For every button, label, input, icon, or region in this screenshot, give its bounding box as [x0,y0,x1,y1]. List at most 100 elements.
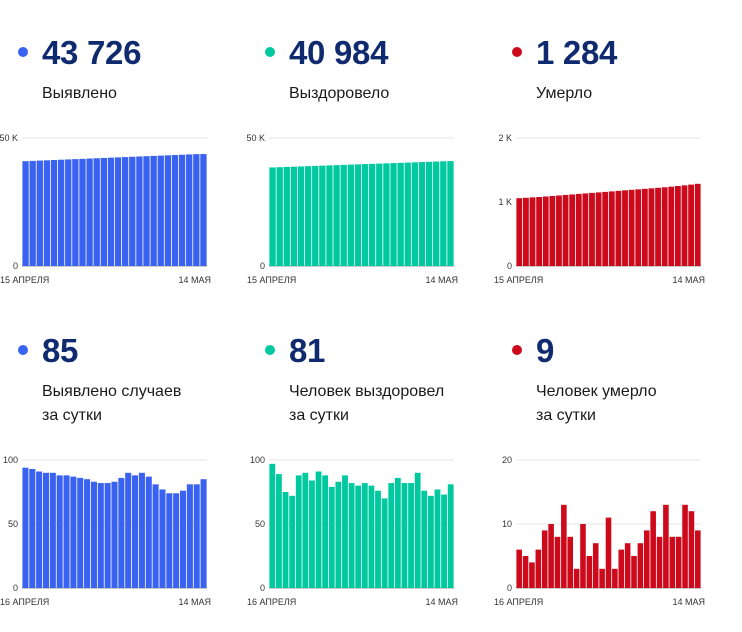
bar [290,166,298,266]
bar [376,163,383,266]
bar [173,493,180,588]
bar [122,157,129,266]
bar [107,157,115,266]
bar [529,197,536,266]
y-tick-label: 100 [250,455,265,465]
y-tick-label: 0 [260,261,265,271]
bar [441,494,447,588]
bar [516,549,522,588]
bar [381,498,388,588]
bar [542,196,549,266]
daily-value: 81 [289,332,326,369]
bar [433,161,440,266]
bar-chart: 0 50 K 15 АПРЕЛЯ 14 МАЯ [247,133,458,285]
bar [340,164,347,266]
bar [394,477,401,588]
bar [397,162,404,266]
bar [688,184,694,266]
bar [333,165,340,266]
bar [302,472,309,588]
bar [43,160,51,266]
caption: Умерло [536,82,592,106]
bar [595,192,602,266]
bar [628,189,635,266]
y-tick-label: 0 [507,583,512,593]
bar [312,165,319,266]
bar [586,556,593,588]
x-start-label: 15 АПРЕЛЯ [494,275,543,285]
bar [72,159,79,266]
caption-line: за сутки [536,407,596,424]
bar [529,562,535,588]
bar [157,155,164,266]
caption-line: Выявлено [42,85,117,102]
daily-value: 85 [42,332,79,369]
bar [390,163,397,266]
legend-dot [512,345,522,355]
bar [342,475,348,588]
bar [663,504,669,588]
bar [694,183,701,266]
bar [283,166,290,266]
bar [561,504,567,588]
bar [328,486,335,588]
x-end-label: 14 МАЯ [178,275,211,285]
bar [125,472,132,588]
caption-line: Выздоровело [289,85,390,102]
bar [114,157,122,266]
bar-chart: 0 50 100 16 АПРЕЛЯ 14 МАЯ [0,455,211,607]
caption: Человек умерло за сутки [536,380,657,428]
x-end-label: 14 МАЯ [425,597,458,607]
y-tick-label: 0 [507,261,512,271]
bar [567,536,574,588]
bar [322,475,329,588]
bar-chart: 0 10 20 16 АПРЕЛЯ 14 МАЯ [494,455,705,607]
bar [93,158,100,266]
bar [523,197,529,266]
bar [688,511,695,588]
bar [635,189,642,266]
bar [200,479,207,588]
caption-line: за сутки [289,407,349,424]
bar [347,164,354,266]
x-end-label: 14 МАЯ [672,275,705,285]
y-tick-label: 20 [502,455,512,465]
bar [143,156,150,266]
bar [132,475,139,588]
caption: Выздоровело [289,82,389,106]
bar [375,490,381,588]
panel-deaths: 1 284 Умерло 0 1 K 2 K 15 АПРЕЛЯ 14 МАЯ [494,33,742,303]
bar [90,481,97,588]
bar [178,154,186,266]
bar [615,190,622,266]
bar [516,198,523,266]
bar [79,158,86,266]
bar [100,157,107,266]
y-tick-label: 0 [13,261,18,271]
bar [77,477,84,588]
bar [675,536,682,588]
bar [166,493,173,588]
bar [661,187,668,266]
bar [427,495,434,588]
bar [650,511,656,588]
bar [22,467,29,588]
bar [440,161,447,266]
bar [383,163,390,266]
bar [624,543,631,588]
y-tick-label: 50 K [0,133,18,143]
bar [56,475,63,588]
bar [599,568,605,588]
bar [319,165,326,266]
bar [186,154,193,266]
bar [674,186,681,266]
caption-line: Умерло [536,85,593,102]
bar [361,483,368,588]
bar [580,524,586,588]
bar [193,484,200,588]
bar [608,191,615,266]
bar-chart: 0 50 K 15 АПРЕЛЯ 14 МАЯ [0,133,211,285]
bar [145,476,152,588]
bar [289,495,296,588]
x-end-label: 14 МАЯ [672,597,705,607]
